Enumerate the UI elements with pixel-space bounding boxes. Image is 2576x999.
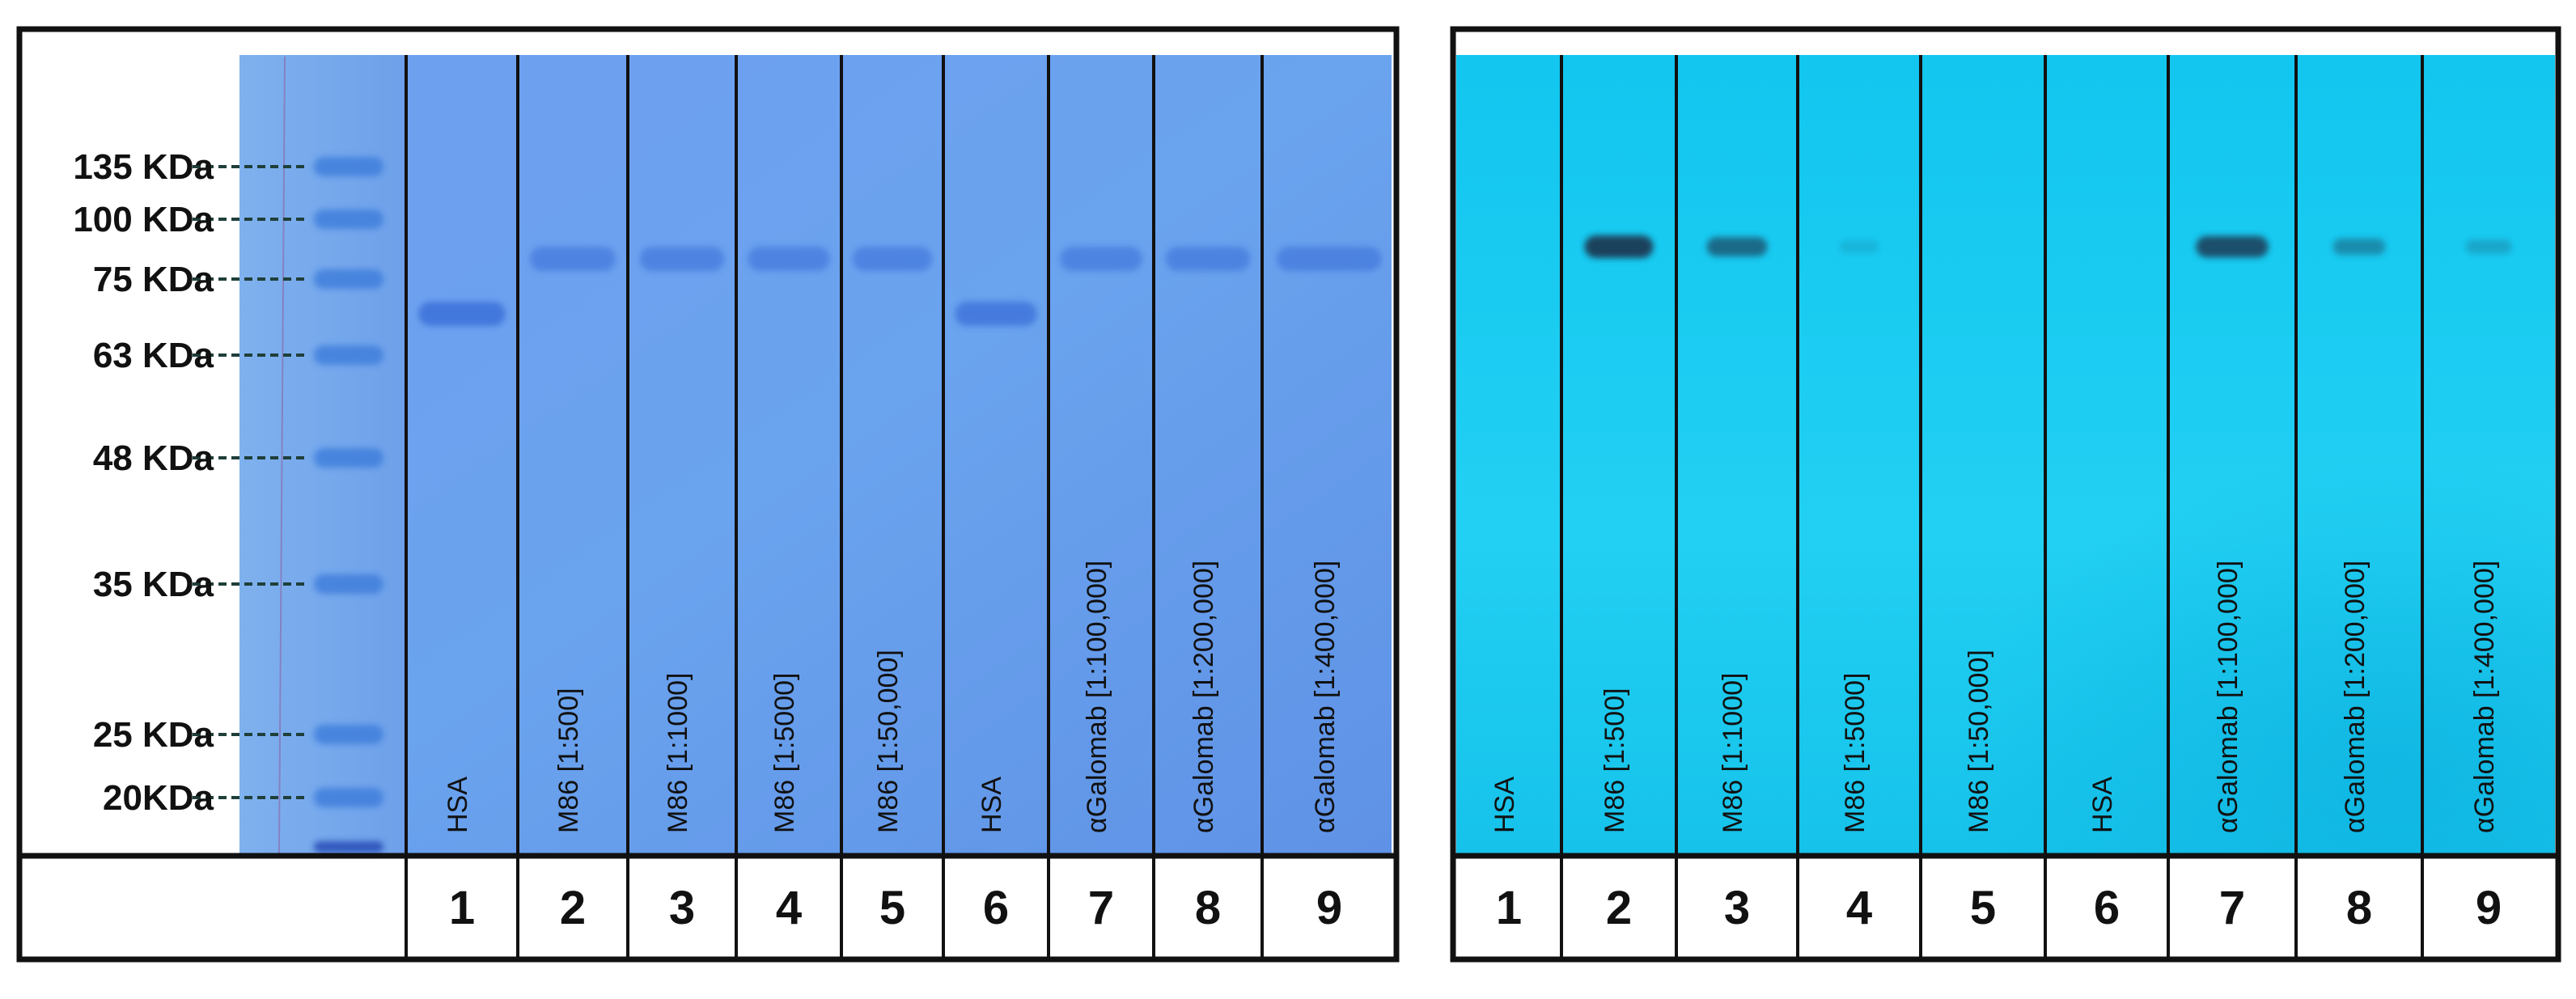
- lane-label: M86 [1:5000]: [1840, 673, 1871, 833]
- gel-lane-numbers: 1 2 3 4 5 6 7 8 9: [449, 882, 1342, 934]
- lane-number: 6: [2094, 882, 2120, 934]
- blot-lane-dividers: [1560, 55, 2424, 959]
- protein-band: [1165, 247, 1251, 271]
- western-blot-panel: HSA M86 [1:500] M86 [1:1000] M86 [1:5000] M8…: [1450, 26, 2561, 963]
- lane-label: αGalomab [1:100,000]: [1082, 561, 1112, 833]
- lane-number: 1: [1496, 882, 1522, 934]
- ladder-band: [314, 574, 383, 594]
- lane-number: 9: [2476, 882, 2502, 934]
- protein-band: [1584, 235, 1654, 258]
- lane-number: 3: [669, 882, 695, 934]
- lane-number: 1: [449, 882, 475, 934]
- protein-band: [2465, 239, 2512, 254]
- protein-band: [1839, 239, 1879, 254]
- lane-number: 7: [1088, 882, 1114, 934]
- lane-label: HSA: [1489, 777, 1520, 833]
- ladder-band: [314, 725, 383, 744]
- marker-label: 35 KDa: [93, 565, 214, 604]
- protein-band: [639, 247, 725, 271]
- lane-number: 7: [2219, 882, 2245, 934]
- lane-label: HSA: [977, 777, 1007, 833]
- lane-number: 6: [983, 882, 1009, 934]
- gel-edge-mark: [278, 56, 286, 854]
- lane-label: αGalomab [1:200,000]: [2340, 561, 2371, 833]
- blot-lane-labels: HSA M86 [1:500] M86 [1:1000] M86 [1:5000] M8…: [1489, 561, 2500, 833]
- ladder-band: [314, 448, 383, 468]
- protein-band: [1277, 247, 1382, 271]
- protein-band: [2332, 238, 2386, 256]
- ladder-band: [314, 345, 383, 365]
- lane-number: 8: [1195, 882, 1221, 934]
- marker-label: 135 KDa: [73, 147, 214, 187]
- lane-label: HSA: [2087, 777, 2118, 833]
- marker-label: 63 KDa: [93, 336, 214, 375]
- gel-bands: [418, 247, 1382, 326]
- lane-label: M86 [1:500]: [553, 688, 584, 833]
- lane-label: αGalomab [1:200,000]: [1188, 561, 1219, 833]
- lane-number: 4: [776, 882, 802, 934]
- lane-label: αGalomab [1:400,000]: [1310, 561, 1341, 833]
- marker-label: 75 KDa: [93, 260, 214, 299]
- ladder-dye-front: [314, 841, 383, 853]
- protein-band: [852, 247, 933, 271]
- lane-number: 2: [560, 882, 586, 934]
- protein-band: [955, 302, 1037, 326]
- protein-band: [1706, 237, 1768, 256]
- marker-label: 100 KDa: [73, 200, 214, 239]
- gel-lane-dividers: [405, 55, 1264, 959]
- lane-label: HSA: [443, 777, 473, 833]
- ladder-band: [314, 210, 383, 229]
- mw-marker-labels: 135 KDa 100 KDa 75 KDa 63 KDa 48 KDa 35 KDa 25…: [73, 147, 306, 818]
- lane-label: M86 [1:500]: [1599, 688, 1630, 833]
- lane-number: 3: [1724, 882, 1750, 934]
- blot-lane-numbers: 1 2 3 4 5 6 7 8 9: [1496, 882, 2502, 934]
- ladder-band: [314, 269, 383, 289]
- lane-number: 8: [2346, 882, 2372, 934]
- protein-band: [418, 302, 506, 326]
- ladder-band: [314, 788, 383, 807]
- lane-label: αGalomab [1:400,000]: [2469, 561, 2500, 833]
- lane-label: M86 [1:50,000]: [1964, 650, 1994, 833]
- ladder-band: [314, 157, 383, 176]
- lane-label: M86 [1:1000]: [1718, 673, 1748, 833]
- protein-band: [529, 247, 616, 271]
- lane-label: M86 [1:50,000]: [873, 650, 904, 833]
- lane-label: M86 [1:5000]: [769, 673, 800, 833]
- protein-band: [748, 247, 830, 271]
- lane-number: 4: [1846, 882, 1872, 934]
- lane-label: M86 [1:1000]: [663, 673, 693, 833]
- lane-number: 5: [879, 882, 905, 934]
- blot-image-shading: [1456, 55, 2555, 856]
- protein-band: [1060, 247, 1142, 271]
- lane-number: 9: [1316, 882, 1342, 934]
- gel-lane-labels: HSA M86 [1:500] M86 [1:1000] M86 [1:5000] M8…: [443, 561, 1341, 833]
- ladder-bands: [314, 157, 383, 853]
- marker-label: 48 KDa: [93, 438, 214, 478]
- marker-label: 25 KDa: [93, 715, 214, 755]
- gel-image: [239, 55, 1392, 856]
- blot-bands: [1584, 235, 2512, 258]
- lane-number: 2: [1606, 882, 1632, 934]
- lane-label: αGalomab [1:100,000]: [2213, 561, 2243, 833]
- marker-label: 20KDa: [103, 778, 214, 818]
- protein-band: [2196, 235, 2269, 258]
- lane-number: 5: [1970, 882, 1996, 934]
